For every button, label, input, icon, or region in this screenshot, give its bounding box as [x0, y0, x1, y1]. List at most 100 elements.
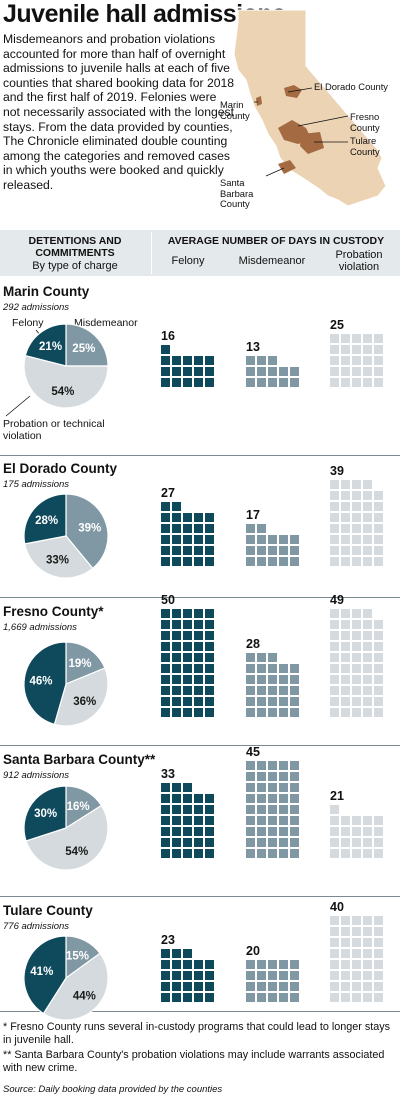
- unit-square-felony: [161, 686, 170, 695]
- unit-square-felony: [172, 620, 181, 629]
- california-map-svg: [233, 9, 387, 207]
- unit-square-misdemeanor: [246, 993, 255, 1002]
- unit-square-felony: [161, 675, 170, 684]
- unit-square-misdemeanor: [246, 982, 255, 991]
- unit-square-felony: [172, 356, 181, 365]
- unit-square-felony: [194, 367, 203, 376]
- unit-square-felony: [161, 513, 170, 522]
- unit-square-felony: [194, 971, 203, 980]
- unit-square-probation: [341, 816, 350, 825]
- unit-square-misdemeanor: [290, 827, 299, 836]
- unit-square-probation: [341, 697, 350, 706]
- county-name: Tulare County: [3, 903, 93, 918]
- unit-square-misdemeanor: [290, 697, 299, 706]
- county-admissions: 292 admissions: [3, 302, 70, 313]
- detentions-header: DETENTIONS AND COMMITMENTS: [28, 235, 122, 259]
- unit-square-probation: [374, 949, 383, 958]
- unit-square-felony: [161, 960, 170, 969]
- unit-square-probation: [352, 345, 361, 354]
- unit-square-felony: [194, 827, 203, 836]
- unit-square-probation: [341, 524, 350, 533]
- section-divider: [0, 597, 400, 598]
- unit-square-misdemeanor: [246, 971, 255, 980]
- unit-square-felony: [183, 524, 192, 533]
- unit-square-probation: [330, 949, 339, 958]
- unit-square-probation: [374, 971, 383, 980]
- pie-label-probation: 33%: [46, 555, 69, 567]
- pie-legend-felony: Felony: [12, 317, 44, 329]
- unit-square-probation: [363, 502, 372, 511]
- unit-square-misdemeanor: [279, 827, 288, 836]
- days-value-felony: 27: [161, 486, 175, 500]
- unit-square-felony: [161, 982, 170, 991]
- unit-square-probation: [374, 524, 383, 533]
- unit-square-misdemeanor: [268, 960, 277, 969]
- unit-square-misdemeanor: [290, 535, 299, 544]
- unit-square-felony: [161, 993, 170, 1002]
- unit-square-felony: [194, 697, 203, 706]
- unit-square-probation: [341, 642, 350, 651]
- intro-text: Misdemeanors and probation violations ac…: [3, 32, 235, 192]
- unit-square-misdemeanor: [290, 367, 299, 376]
- probation-column-header: Probation violation: [335, 249, 383, 273]
- unit-square-felony: [205, 620, 214, 629]
- unit-square-felony: [183, 783, 192, 792]
- unit-square-probation: [341, 609, 350, 618]
- unit-square-misdemeanor: [257, 535, 266, 544]
- days-value-misdemeanor: 13: [246, 340, 260, 354]
- unit-square-felony: [194, 642, 203, 651]
- unit-square-probation: [363, 827, 372, 836]
- unit-square-probation: [374, 827, 383, 836]
- unit-square-felony: [194, 664, 203, 673]
- unit-square-felony: [205, 356, 214, 365]
- unit-square-misdemeanor: [279, 378, 288, 387]
- unit-square-misdemeanor: [268, 535, 277, 544]
- unit-square-probation: [363, 356, 372, 365]
- unit-square-felony: [172, 631, 181, 640]
- unit-square-felony: [194, 686, 203, 695]
- unit-square-misdemeanor: [279, 849, 288, 858]
- unit-square-felony: [161, 816, 170, 825]
- pie-label-felony: 41%: [30, 966, 53, 978]
- unit-square-felony: [183, 653, 192, 662]
- unit-square-felony: [194, 620, 203, 629]
- unit-square-probation: [330, 356, 339, 365]
- unit-square-misdemeanor: [279, 794, 288, 803]
- unit-square-felony: [205, 557, 214, 566]
- unit-square-misdemeanor: [290, 838, 299, 847]
- section-divider: [0, 745, 400, 746]
- unit-square-probation: [374, 849, 383, 858]
- unit-square-probation: [341, 938, 350, 947]
- unit-square-probation: [330, 334, 339, 343]
- unit-square-probation: [341, 345, 350, 354]
- unit-square-misdemeanor: [290, 971, 299, 980]
- unit-square-probation: [374, 938, 383, 947]
- unit-square-misdemeanor: [268, 816, 277, 825]
- unit-square-misdemeanor: [290, 557, 299, 566]
- unit-square-felony: [161, 524, 170, 533]
- unit-square-probation: [374, 653, 383, 662]
- unit-square-felony: [172, 664, 181, 673]
- unit-square-felony: [183, 971, 192, 980]
- unit-square-probation: [352, 378, 361, 387]
- unit-square-probation: [363, 971, 372, 980]
- unit-square-misdemeanor: [257, 982, 266, 991]
- unit-square-misdemeanor: [257, 761, 266, 770]
- unit-square-misdemeanor: [257, 960, 266, 969]
- unit-square-probation: [341, 557, 350, 566]
- unit-square-probation: [352, 971, 361, 980]
- unit-square-felony: [205, 993, 214, 1002]
- unit-square-probation: [330, 609, 339, 618]
- unit-square-misdemeanor: [290, 675, 299, 684]
- unit-square-felony: [205, 664, 214, 673]
- unit-square-felony: [194, 816, 203, 825]
- unit-square-felony: [205, 816, 214, 825]
- unit-square-felony: [172, 653, 181, 662]
- unit-square-probation: [330, 664, 339, 673]
- unit-square-misdemeanor: [268, 827, 277, 836]
- pie-slice-probation: [24, 535, 94, 579]
- unit-square-probation: [330, 971, 339, 980]
- unit-square-probation: [330, 805, 339, 814]
- unit-square-felony: [194, 708, 203, 717]
